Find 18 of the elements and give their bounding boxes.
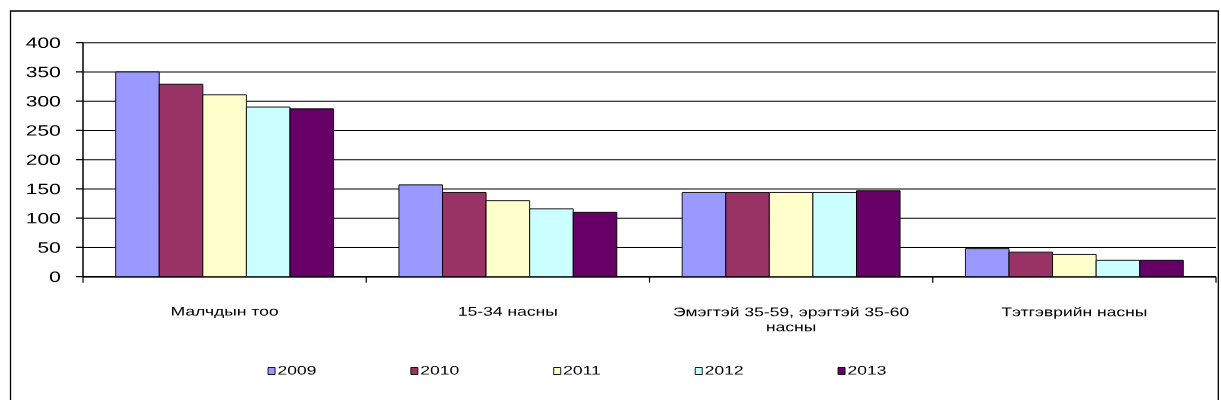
legend-label: 2011 [564,365,600,375]
x-tick-label: Эмэгтэй 35-59, эрэгтэй 35-60 насны [673,306,909,332]
y-tick-label: 250 [26,125,60,136]
x-tick-label: 15-34 насны [459,306,557,316]
y-tick-label: 50 [38,242,60,253]
x-tick-label: Малчдын тоо [172,306,278,318]
legend-label: 2009 [278,365,316,375]
legend-label: 2012 [705,365,743,375]
legend-label: 2013 [848,365,886,375]
legend-label: 2010 [421,365,459,375]
y-tick-label: 300 [26,95,60,107]
y-tick-label: 0 [49,271,60,283]
y-tick-label: 400 [26,37,60,49]
y-tick-label: 100 [27,212,60,224]
x-tick-label: Тэтгэврийн насны [1001,306,1147,319]
y-tick-label: 150 [27,183,60,195]
y-tick-label: 350 [26,66,60,78]
y-tick-label: 200 [26,154,60,166]
